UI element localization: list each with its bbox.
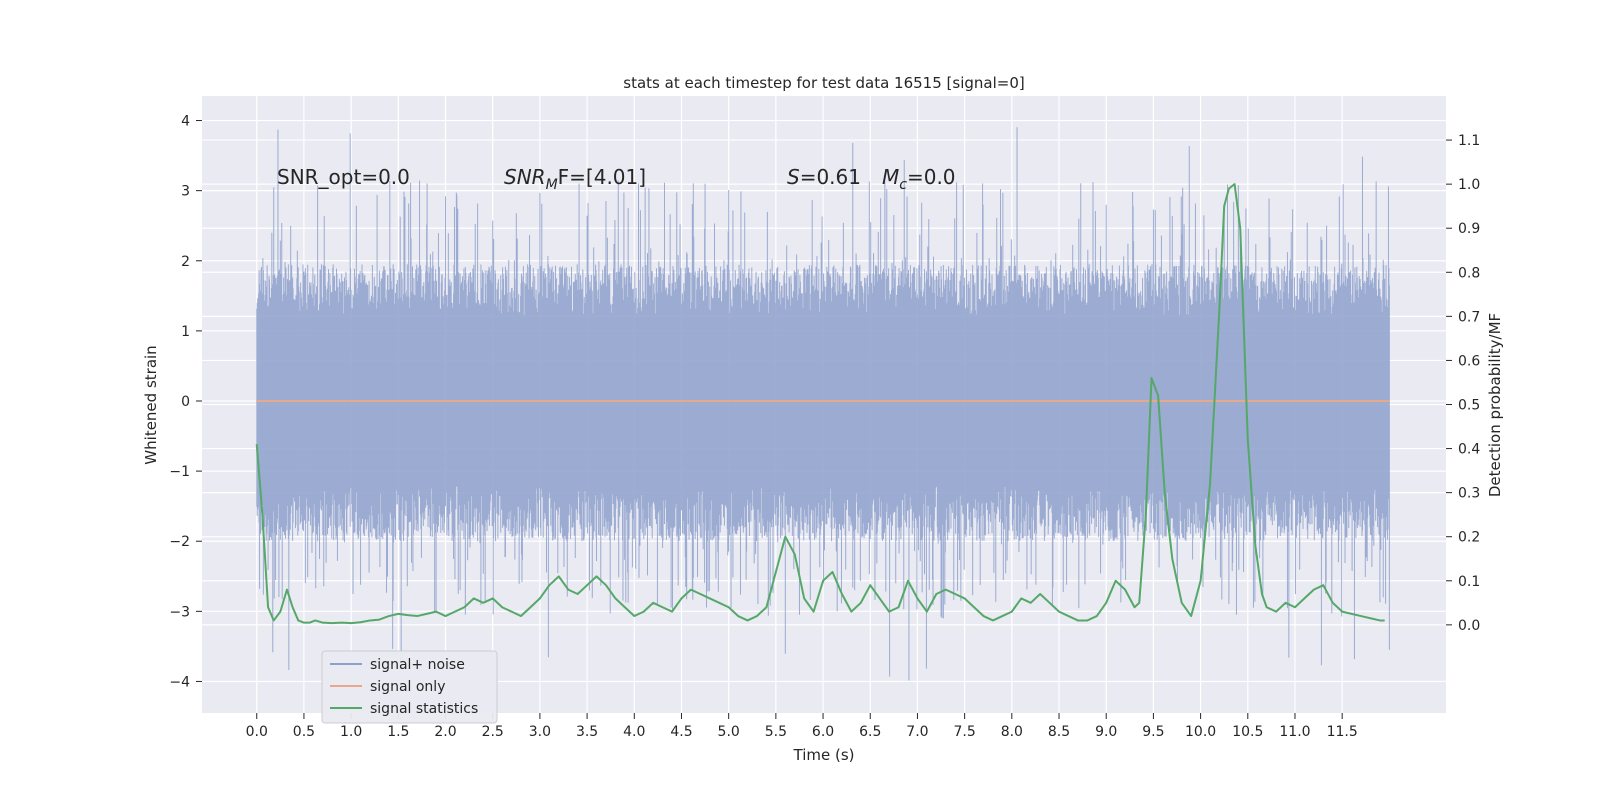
x-tick-label: 2.0 <box>434 724 456 740</box>
x-tick-label: 6.5 <box>859 724 881 740</box>
y-right-tick-label: 1.0 <box>1458 177 1480 193</box>
x-tick-label: 8.5 <box>1048 724 1070 740</box>
y-axis-ticks: 4 3 2 1 0 −1 −2 −3 −4 <box>169 114 202 690</box>
y-right-tick-label: 0.2 <box>1458 530 1480 546</box>
y-right-tick-label: 0.0 <box>1458 618 1480 634</box>
y-right-tick-label: 1.1 <box>1458 133 1480 149</box>
chart-title: stats at each timestep for test data 165… <box>623 74 1024 92</box>
y-right-tick-label: 0.1 <box>1458 574 1480 590</box>
x-tick-label: 8.0 <box>1001 724 1023 740</box>
series-signal-statistics <box>255 183 1385 625</box>
x-tick-label: 9.5 <box>1142 724 1164 740</box>
y-right-tick-label: 0.7 <box>1458 309 1480 325</box>
y-tick-label: 1 <box>181 324 190 340</box>
y-tick-label: 4 <box>181 114 190 130</box>
x-tick-label: 6.0 <box>812 724 834 740</box>
signal-statistics-line <box>255 183 1385 625</box>
annotation-mc: Mc=0.0 <box>882 165 956 193</box>
annotation-s: S=0.61 <box>787 165 861 189</box>
legend-label-signal-only: signal only <box>370 679 445 695</box>
y-tick-label: −2 <box>169 534 190 550</box>
x-tick-label: 3.5 <box>576 724 598 740</box>
legend-label-signal-statistics: signal statistics <box>370 701 478 717</box>
legend: signal+ noise signal only signal statist… <box>321 650 498 724</box>
y-right-tick-label: 0.9 <box>1458 221 1480 237</box>
x-tick-label: 7.0 <box>906 724 928 740</box>
annotation-mc-sub: c <box>899 177 907 193</box>
y-tick-label: −3 <box>169 604 190 620</box>
x-axis-ticks: 0.0 0.5 1.0 1.5 2.0 2.5 3.0 3.5 4.0 4.5 5.0 5.5 6.0 6… <box>246 713 1358 740</box>
y-right-tick-label: 0.6 <box>1458 353 1480 369</box>
y-right-tick-label: 0.8 <box>1458 265 1480 281</box>
annotation-snr-mf-suffix: F=[4.01] <box>558 165 646 189</box>
y-tick-label: 2 <box>181 254 190 270</box>
legend-box <box>321 650 498 724</box>
x-tick-label: 10.5 <box>1232 724 1263 740</box>
y-axis-title: Whitened strain <box>142 345 160 464</box>
x-tick-label: 5.0 <box>718 724 740 740</box>
x-tick-label: 2.5 <box>482 724 504 740</box>
x-tick-label: 4.5 <box>670 724 692 740</box>
x-tick-label: 5.5 <box>765 724 787 740</box>
y-right-tick-label: 0.5 <box>1458 398 1480 414</box>
annotation-snr-mf: SNRMF=[4.01] <box>504 165 646 193</box>
x-tick-label: 9.0 <box>1095 724 1117 740</box>
y-tick-label: −1 <box>169 464 190 480</box>
y-right-tick-label: 0.4 <box>1458 442 1480 458</box>
x-tick-label: 0.0 <box>246 724 268 740</box>
annotation-snr-mf-prefix: SNR <box>504 165 546 189</box>
annotation-mc-prefix: M <box>882 165 899 189</box>
annotation-mc-value: =0.0 <box>907 165 956 189</box>
y-axis-right-title: Detection probability/MF <box>1486 313 1504 497</box>
annotation-s-value: =0.61 <box>800 165 861 189</box>
series-signal-plus-noise <box>256 127 1390 681</box>
x-tick-label: 3.0 <box>529 724 551 740</box>
annotation-snr-mf-sub: M <box>546 177 558 193</box>
y-tick-label: 3 <box>181 184 190 200</box>
x-tick-label: 1.5 <box>387 724 409 740</box>
x-axis-title: Time (s) <box>793 746 855 764</box>
y-tick-label: −4 <box>169 674 190 690</box>
x-tick-label: 4.0 <box>623 724 645 740</box>
x-tick-label: 11.5 <box>1327 724 1358 740</box>
annotation-snr-opt: SNR_opt=0.0 <box>277 165 410 189</box>
y-right-tick-label: 0.3 <box>1458 486 1480 502</box>
annotation-s-prefix: S <box>787 165 800 189</box>
x-tick-label: 1.0 <box>340 724 362 740</box>
noise-trace <box>256 127 1390 681</box>
legend-label-signal-plus-noise: signal+ noise <box>370 657 465 673</box>
x-tick-label: 7.5 <box>954 724 976 740</box>
x-tick-label: 11.0 <box>1279 724 1310 740</box>
x-tick-label: 10.0 <box>1185 724 1216 740</box>
y-tick-label: 0 <box>181 394 190 410</box>
y-axis-right-ticks: 1.1 1.0 0.9 0.8 0.7 0.6 0.5 0.4 0.3 0.2 0.1 0.0 <box>1446 133 1480 634</box>
x-tick-label: 0.5 <box>293 724 315 740</box>
